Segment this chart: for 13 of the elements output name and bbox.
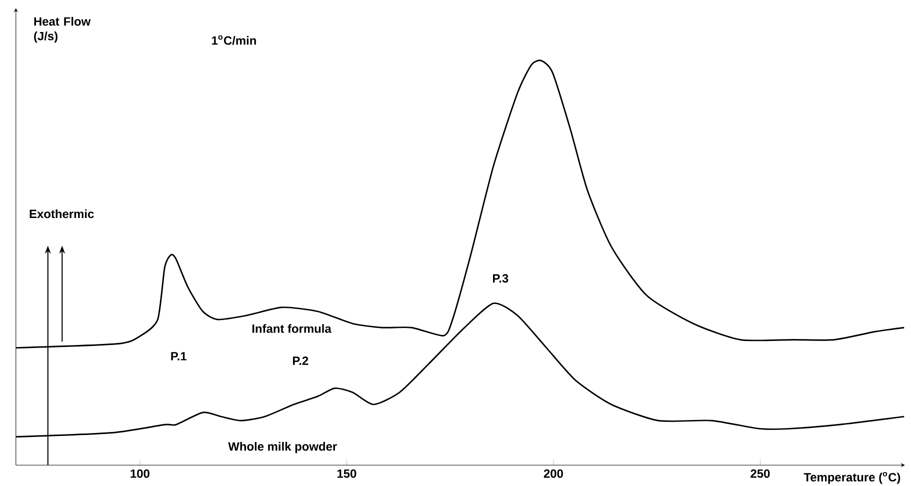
- series-label: Infant formula: [252, 324, 332, 333]
- x-tick-label: 250: [750, 469, 770, 478]
- text: 1$^{o}$C/min: [212, 35, 256, 45]
- x-tick-label: 100: [130, 469, 150, 478]
- x-tick-label: 200: [544, 469, 563, 478]
- annotation: P.3: [493, 274, 508, 283]
- annotation: P.1: [171, 352, 186, 360]
- x-axis-title: Temperature ($^{o}$C): [804, 472, 900, 484]
- x-tick-label: 150: [337, 469, 356, 478]
- series-label: Whole milk powder: [228, 442, 337, 454]
- annotation: P.2: [292, 356, 308, 365]
- y-axis-title: Heat Flow (J/s): [34, 16, 91, 43]
- annotation: Exothermic: [30, 209, 94, 218]
